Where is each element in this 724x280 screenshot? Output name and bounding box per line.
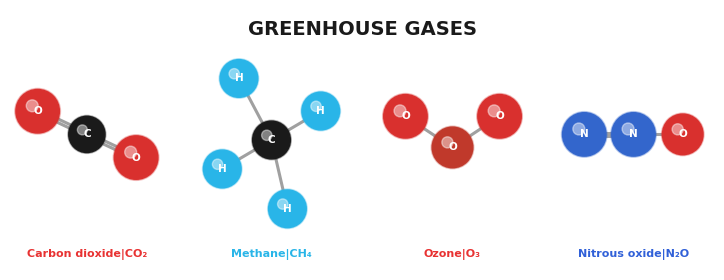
Text: O: O: [33, 106, 42, 116]
Ellipse shape: [301, 91, 340, 131]
Ellipse shape: [212, 159, 223, 169]
Ellipse shape: [382, 94, 429, 139]
Ellipse shape: [125, 146, 137, 158]
Text: H: H: [316, 106, 325, 116]
Ellipse shape: [68, 115, 106, 153]
Text: N: N: [629, 129, 638, 139]
Ellipse shape: [563, 113, 606, 156]
Ellipse shape: [302, 92, 340, 130]
Ellipse shape: [268, 189, 307, 228]
Ellipse shape: [622, 123, 634, 135]
Text: N: N: [580, 129, 589, 139]
Ellipse shape: [14, 88, 60, 134]
Ellipse shape: [69, 116, 105, 153]
Ellipse shape: [432, 127, 473, 168]
Text: O: O: [132, 153, 140, 163]
Ellipse shape: [16, 90, 59, 133]
Ellipse shape: [672, 124, 683, 135]
Ellipse shape: [261, 130, 272, 141]
Ellipse shape: [662, 114, 703, 155]
Text: Ozone|O₃: Ozone|O₃: [424, 249, 481, 260]
Ellipse shape: [432, 126, 473, 169]
Ellipse shape: [203, 150, 241, 188]
Ellipse shape: [561, 112, 607, 157]
Ellipse shape: [114, 136, 158, 179]
Text: O: O: [401, 111, 410, 121]
Text: O: O: [448, 143, 457, 152]
Text: O: O: [678, 129, 687, 139]
Ellipse shape: [277, 199, 288, 209]
Ellipse shape: [203, 149, 242, 189]
Ellipse shape: [442, 137, 453, 148]
Ellipse shape: [229, 69, 240, 79]
Ellipse shape: [573, 123, 585, 135]
Ellipse shape: [113, 135, 159, 180]
Ellipse shape: [394, 105, 406, 117]
Text: Carbon dioxide|CO₂: Carbon dioxide|CO₂: [27, 249, 147, 260]
Ellipse shape: [77, 125, 88, 135]
Ellipse shape: [488, 105, 500, 117]
Ellipse shape: [253, 121, 290, 159]
Ellipse shape: [612, 113, 655, 156]
Ellipse shape: [26, 100, 38, 112]
Ellipse shape: [476, 94, 522, 139]
Text: H: H: [283, 204, 292, 214]
Ellipse shape: [252, 120, 291, 160]
Ellipse shape: [662, 113, 704, 156]
Ellipse shape: [384, 95, 427, 138]
Ellipse shape: [311, 101, 321, 111]
Ellipse shape: [269, 190, 306, 228]
Text: GREENHOUSE GASES: GREENHOUSE GASES: [248, 20, 476, 39]
Text: C: C: [268, 135, 275, 145]
Text: Methane|CH₄: Methane|CH₄: [231, 249, 312, 260]
Text: C: C: [83, 129, 90, 139]
Ellipse shape: [219, 59, 258, 98]
Ellipse shape: [220, 60, 258, 97]
Text: H: H: [218, 164, 227, 174]
Text: H: H: [235, 73, 243, 83]
Text: O: O: [495, 111, 504, 121]
Ellipse shape: [610, 112, 656, 157]
Text: Nitrous oxide|N₂O: Nitrous oxide|N₂O: [578, 249, 689, 260]
Ellipse shape: [478, 95, 521, 138]
